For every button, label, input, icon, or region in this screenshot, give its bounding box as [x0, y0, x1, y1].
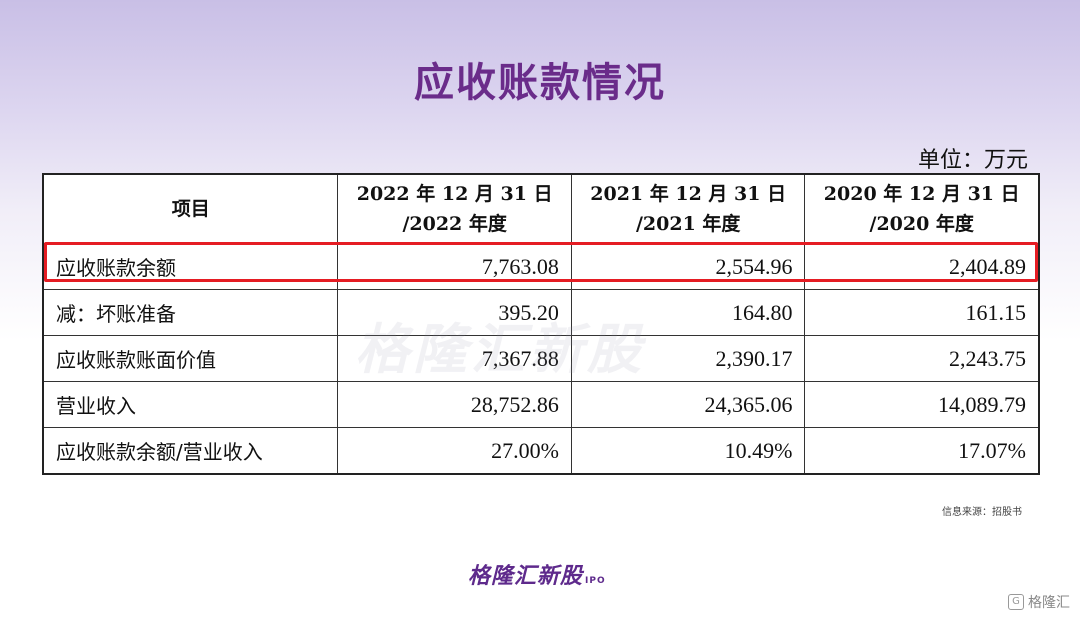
table-row: 营业收入 28,752.86 24,365.06 14,089.79 [42, 381, 1040, 428]
unit-label: 单位：万元 [917, 148, 1028, 173]
row-label: 应收账款账面价值 [42, 335, 339, 382]
row-label: 营业收入 [42, 381, 339, 428]
row-label: 应收账款余额 [42, 243, 339, 290]
cell-value: 2,243.75 [804, 335, 1040, 382]
cell-value: 24,365.06 [570, 381, 806, 428]
cell-value: 14,089.79 [804, 381, 1040, 428]
corner-logo-text: 格隆汇 [1028, 595, 1070, 611]
header-2020: 2020 年 12 月 31 日 /2020 年度 [804, 173, 1040, 244]
brand-logo: 格隆汇新股 IPO [468, 558, 606, 590]
page-title: 应收账款情况 [414, 60, 666, 106]
receivables-table: 项目 2022 年 12 月 31 日 /2022 年度 2021 年 12 月… [42, 173, 1040, 475]
cell-value: 161.15 [804, 289, 1040, 336]
cell-value: 7,367.88 [337, 335, 572, 382]
cell-value: 2,404.89 [804, 243, 1040, 290]
header-2020-line2: /2020 年度 [869, 213, 974, 235]
header-2020-line1: 2020 年 12 月 31 日 [823, 183, 1020, 205]
cell-value: 2,390.17 [570, 335, 806, 382]
cell-value: 17.07% [804, 427, 1040, 475]
table-row: 应收账款余额 7,763.08 2,554.96 2,404.89 [42, 243, 1040, 290]
header-2021-line2: /2021 年度 [635, 213, 741, 235]
header-2022-line2: /2022 年度 [402, 213, 507, 235]
cell-value: 28,752.86 [337, 381, 572, 428]
g-logo-icon: G [1008, 594, 1024, 610]
header-2021: 2021 年 12 月 31 日 /2021 年度 [570, 173, 806, 244]
header-2022: 2022 年 12 月 31 日 /2022 年度 [337, 173, 572, 244]
header-2022-line1: 2022 年 12 月 31 日 [356, 183, 553, 205]
cell-value: 2,554.96 [570, 243, 806, 290]
row-label: 减：坏账准备 [42, 289, 339, 336]
cell-value: 395.20 [337, 289, 572, 336]
corner-logo: G 格隆汇 [1008, 592, 1070, 612]
table-row: 应收账款账面价值 7,367.88 2,390.17 2,243.75 [42, 335, 1040, 382]
source-note: 信息来源：招股书 [942, 507, 1022, 518]
cell-value: 10.49% [570, 427, 806, 475]
brand-name: 格隆汇新股 [468, 564, 584, 589]
brand-suffix: IPO [585, 576, 606, 586]
cell-value: 7,763.08 [337, 243, 572, 290]
table-header-row: 项目 2022 年 12 月 31 日 /2022 年度 2021 年 12 月… [42, 173, 1040, 244]
header-2021-line1: 2021 年 12 月 31 日 [590, 183, 787, 205]
table-row: 应收账款余额/营业收入 27.00% 10.49% 17.07% [42, 427, 1040, 475]
watermark: 格隆汇新股 [355, 318, 645, 381]
table-row: 减：坏账准备 395.20 164.80 161.15 [42, 289, 1040, 336]
cell-value: 164.80 [570, 289, 806, 336]
cell-value: 27.00% [337, 427, 572, 475]
header-item: 项目 [42, 173, 339, 244]
row-label: 应收账款余额/营业收入 [42, 427, 339, 475]
